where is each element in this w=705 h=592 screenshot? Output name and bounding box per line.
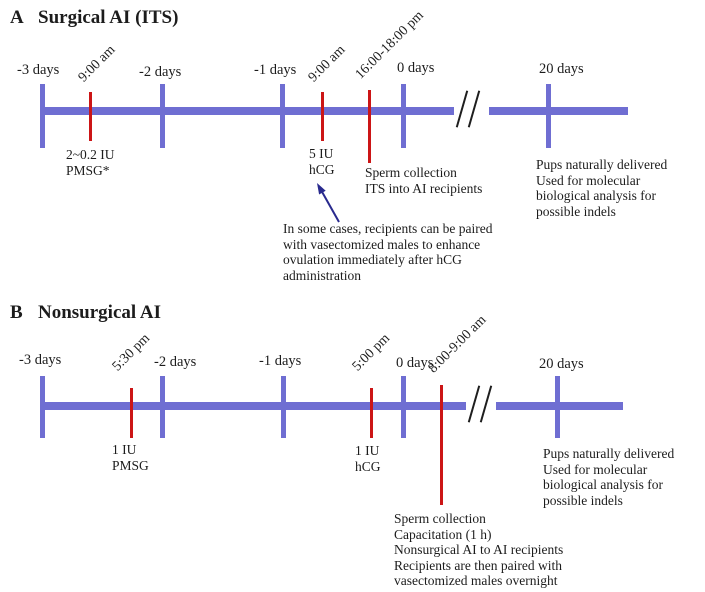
day-label-b-minus1: -1 days xyxy=(259,353,302,369)
note-a-pmsg-dose: 2~0.2 IU PMSG* xyxy=(66,147,115,178)
day-label-a-0: 0 days xyxy=(397,60,435,76)
time-label-b-sperm: 8:00-9:00 am xyxy=(425,312,490,377)
note-a-hcg-dose: 5 IU hCG xyxy=(309,146,335,177)
time-label-a-hcg: 9:00 am xyxy=(305,42,349,86)
day-label-a-minus2: -2 days xyxy=(139,64,182,80)
arrow-pairing-to-hcg-icon xyxy=(317,183,340,223)
tick-a-event-sperm xyxy=(368,90,371,163)
note-b-pups: Pups naturally delivered Used for molecu… xyxy=(543,446,675,508)
timeline-a-line-left xyxy=(40,107,454,115)
tick-b-day-20 xyxy=(555,376,560,438)
tick-a-day-minus2 xyxy=(160,84,165,148)
day-label-a-minus1: -1 days xyxy=(254,62,297,78)
day-label-a-minus3: -3 days xyxy=(17,62,60,78)
tick-b-event-hcg xyxy=(370,388,373,438)
tick-a-day-minus1 xyxy=(280,84,285,148)
tick-a-event-pmsg xyxy=(89,92,92,141)
day-label-a-20: 20 days xyxy=(539,61,584,77)
timeline-a-break-slash-2 xyxy=(467,90,481,128)
tick-b-day-minus3 xyxy=(40,376,45,438)
tick-b-day-0 xyxy=(401,376,406,438)
time-label-b-pmsg: 5:30 pm xyxy=(109,330,154,375)
timeline-a-line-right xyxy=(489,107,628,115)
panel-a-letter: A xyxy=(10,7,24,28)
tick-a-day-minus3 xyxy=(40,84,45,148)
tick-b-day-minus1 xyxy=(281,376,286,438)
time-label-b-hcg: 5:00 pm xyxy=(349,330,394,375)
note-a-sperm-collection: Sperm collection ITS into AI recipients xyxy=(365,165,483,196)
note-b-sperm-collection: Sperm collection Capacitation (1 h) Nons… xyxy=(394,511,564,588)
tick-b-event-sperm xyxy=(440,385,443,505)
time-label-a-pmsg: 9:00 am xyxy=(75,42,119,86)
timeline-b-break-slash-1 xyxy=(467,385,481,423)
panel-b-letter: B xyxy=(10,302,23,323)
panel-b-title: Nonsurgical AI xyxy=(38,302,161,323)
day-label-b-20: 20 days xyxy=(539,356,584,372)
tick-a-event-hcg xyxy=(321,92,324,141)
tick-a-day-20 xyxy=(546,84,551,148)
timeline-a-break-slash-1 xyxy=(455,90,469,128)
day-label-b-minus2: -2 days xyxy=(154,354,197,370)
tick-b-day-minus2 xyxy=(160,376,165,438)
note-b-pmsg-dose: 1 IU PMSG xyxy=(112,442,149,473)
note-a-pups: Pups naturally delivered Used for molecu… xyxy=(536,157,668,219)
note-b-hcg-dose: 1 IU hCG xyxy=(355,443,381,474)
timeline-b-line-left xyxy=(40,402,466,410)
day-label-b-0: 0 days xyxy=(396,355,434,371)
panel-a-title: Surgical AI (ITS) xyxy=(38,7,179,28)
tick-a-day-0 xyxy=(401,84,406,148)
note-a-pairing: In some cases, recipients can be paired … xyxy=(283,221,493,283)
day-label-b-minus3: -3 days xyxy=(19,352,62,368)
tick-b-event-pmsg xyxy=(130,388,133,438)
timeline-b-break-slash-2 xyxy=(479,385,493,423)
